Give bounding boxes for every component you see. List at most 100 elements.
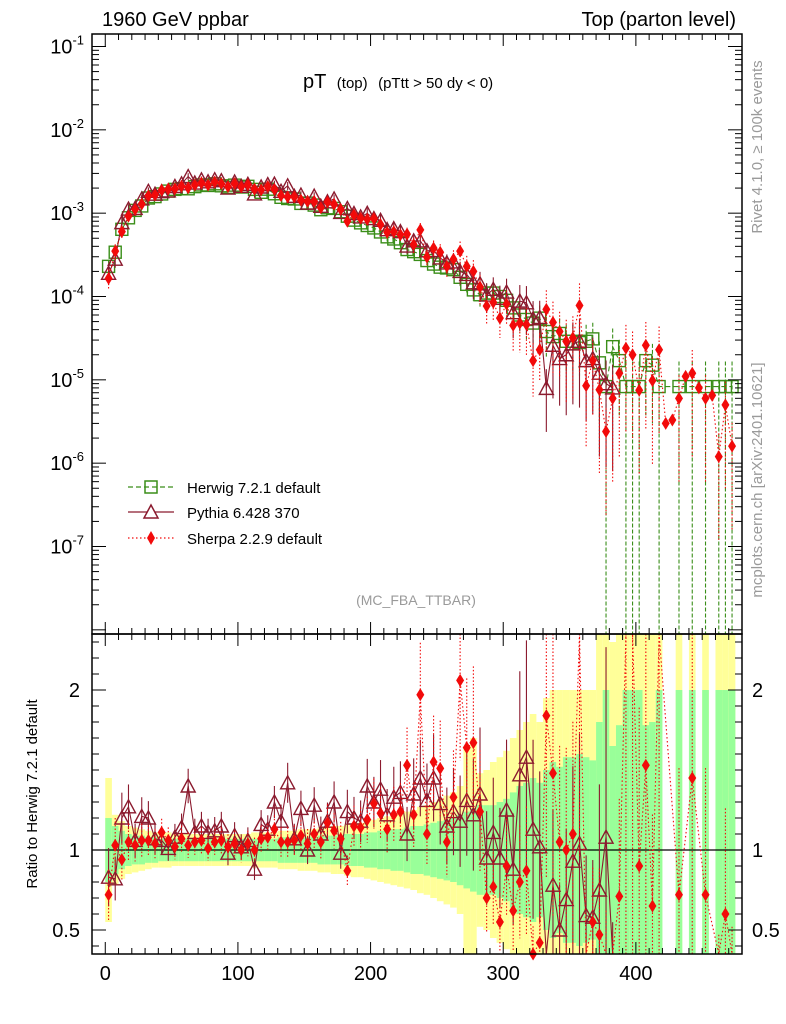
main-point (263, 179, 272, 193)
main-point (615, 366, 624, 380)
ratio-point (343, 864, 352, 878)
ratio-point (349, 819, 358, 833)
ratio-point (522, 864, 531, 878)
ratio-point (615, 889, 624, 903)
ratio-point (292, 799, 310, 816)
ratio-point (458, 791, 475, 808)
ratio-point (279, 774, 296, 790)
ratio-y-tick-label: 1 (69, 840, 80, 862)
main-point (137, 197, 146, 211)
ratio-point (451, 812, 469, 828)
plot-title-cut: (pTtt > 50 dy < 0) (378, 75, 493, 92)
main-point (681, 369, 690, 383)
ratio-point (564, 852, 582, 868)
ratio-point (303, 837, 312, 851)
main-point (531, 309, 548, 325)
main-point (250, 182, 259, 196)
ratio-point (107, 870, 124, 886)
ratio-point (635, 859, 644, 873)
ratio-point (263, 830, 272, 844)
main-point (389, 225, 398, 239)
main-point (343, 214, 352, 228)
ratio-point (403, 758, 412, 772)
main-point (432, 249, 449, 265)
main-point (230, 176, 239, 190)
main-point (621, 341, 630, 355)
main-point (442, 259, 451, 273)
main-point (104, 271, 113, 285)
ratio-point (425, 769, 442, 785)
y-tick-label: 10-1 (50, 33, 84, 59)
ratio-point (648, 899, 657, 913)
ratio-point (180, 777, 197, 793)
main-point (595, 383, 604, 397)
main-point (449, 252, 458, 266)
main-point (575, 298, 584, 312)
main-point (117, 225, 126, 239)
main-point (529, 354, 538, 368)
main-point (562, 334, 571, 348)
x-tick-label: 400 (619, 963, 652, 985)
ratio-point (462, 741, 471, 755)
legend-marker-herwig (144, 480, 158, 494)
main-point (363, 212, 372, 226)
ratio-y-tick-label-right: 2 (752, 680, 763, 702)
plot-title-sub: (top) (337, 75, 368, 92)
ratio-point (515, 875, 524, 889)
legend-item-sherpa: Sherpa 2.2.9 default (128, 531, 323, 548)
main-point (568, 331, 577, 345)
main-point (555, 325, 564, 339)
ratio-point (237, 843, 246, 857)
main-point (456, 244, 465, 258)
band-stat (722, 690, 729, 954)
ratio-point (597, 828, 615, 844)
ratio-point (257, 832, 266, 846)
ratio-point (363, 813, 372, 827)
ratio-point (442, 835, 451, 849)
ratio-point (396, 805, 405, 819)
main-point (462, 259, 471, 273)
main-point (330, 197, 339, 211)
ratio-point (398, 825, 416, 841)
main-point (694, 381, 703, 395)
ratio-point (310, 827, 319, 841)
ratio-point (436, 761, 445, 775)
main-point (151, 188, 160, 202)
main-point (403, 227, 412, 241)
ratio-point (210, 835, 219, 849)
band-stat (635, 690, 643, 954)
main-point (668, 413, 677, 427)
main-point (489, 295, 498, 309)
ratio-point (113, 809, 131, 825)
ratio-point (213, 817, 230, 833)
ratio-point (595, 928, 604, 942)
ratio-point (568, 827, 577, 841)
main-point (429, 241, 438, 255)
main-point (296, 193, 305, 207)
band-stat (629, 690, 636, 954)
ratio-point (316, 835, 325, 849)
ratio-point (409, 808, 418, 822)
ratio-point (270, 822, 279, 836)
ratio-point (721, 907, 730, 921)
main-point (204, 178, 213, 192)
header-left-label: 1960 GeV ppbar (102, 9, 249, 31)
band-stat (688, 690, 696, 954)
main-point (217, 177, 226, 191)
ratio-point (104, 888, 113, 902)
main-point (336, 202, 345, 216)
main-point (111, 244, 120, 258)
plot-title: pT (top) (pTtt > 50 dy < 0) (303, 71, 493, 93)
main-point (652, 379, 666, 394)
ratio-point (323, 816, 332, 830)
main-point (303, 195, 312, 209)
ratio-point (283, 835, 292, 849)
band-stat (655, 690, 663, 954)
ratio-point (535, 936, 544, 950)
main-point (422, 250, 431, 264)
ratio-point (491, 849, 509, 865)
ratio-point (674, 888, 683, 902)
legend-marker-sherpa (147, 531, 155, 545)
rivet-version-label: Rivet 4.1.0, ≥ 100k events (749, 60, 766, 233)
main-point (170, 182, 179, 196)
